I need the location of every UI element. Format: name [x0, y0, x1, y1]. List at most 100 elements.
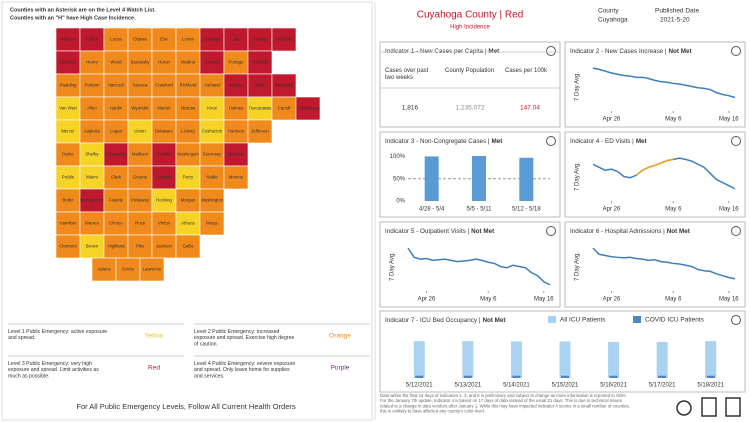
x-tick-label: 5/5 - 5/11: [467, 207, 493, 213]
county-name: Allen: [87, 106, 97, 111]
info-button[interactable]: [731, 46, 741, 56]
county-name: Preble: [62, 175, 75, 180]
info-button[interactable]: [731, 315, 741, 325]
bar: [705, 341, 717, 378]
county-name: Miami: [86, 175, 98, 180]
county-name: Tuscarawas: [248, 106, 271, 111]
county-name: Wyandot: [132, 106, 150, 111]
line: [407, 247, 551, 286]
date: 2021-5-20: [660, 17, 690, 24]
card-title: Indicator 5 - Outpatient Visits | Not Met: [385, 228, 495, 235]
info-button[interactable]: [546, 136, 556, 146]
bar: [510, 341, 522, 378]
y-tick-label: 100%: [390, 154, 406, 160]
county-name: Henry: [86, 60, 98, 65]
county-name: Marion: [157, 106, 171, 111]
info-icon[interactable]: [676, 400, 692, 416]
header-title: Cuyahoga County | Red: [417, 10, 524, 21]
county-name: Paulding: [60, 83, 77, 88]
card: [379, 41, 561, 128]
text-line: exposure and spread. Limit activities as: [8, 368, 99, 374]
text-line: much as possible.: [8, 374, 50, 380]
bar: [415, 375, 424, 378]
county-name: Cuyahoga: [202, 37, 222, 42]
county-name: Huron: [158, 60, 170, 65]
county-name: Vinton: [158, 221, 171, 226]
county: [175, 234, 201, 259]
text-line: two weeks: [385, 75, 413, 81]
text-line: this is unlikely to have affected any co…: [380, 409, 485, 414]
info-button[interactable]: [546, 46, 556, 56]
county-name: Darke: [62, 152, 74, 157]
title-text: Indicator 3 - Non-Congregate Cases |: [385, 138, 490, 145]
county-name: Athens: [181, 221, 194, 226]
png-icon[interactable]: [725, 397, 741, 417]
title-text: Indicator 2 - New Cases Increase |: [570, 48, 667, 55]
y-label: 7 Day Avg.: [575, 72, 581, 101]
bar: [472, 156, 486, 201]
county-name: Sandusky: [131, 60, 151, 65]
bar: [463, 375, 472, 378]
level-name: Red: [148, 365, 160, 372]
line: [592, 247, 736, 280]
text-line: and spread.: [8, 336, 35, 342]
x-tick-label: May 6: [665, 117, 682, 123]
county-name: Champaign: [105, 152, 128, 157]
bar: [424, 156, 439, 201]
x-tick-label: Apr 26: [603, 207, 621, 213]
card-title: Indicator 1 - New Cases per Capita | Met: [385, 48, 500, 55]
level-name: Purple: [331, 365, 350, 372]
county-name: Williams: [60, 37, 76, 42]
text-line: and services.: [194, 374, 225, 380]
status: Not Met: [471, 228, 495, 235]
county-name: Belmont: [228, 152, 245, 157]
text: Level 3 Public Emergency: very high expos…: [8, 361, 99, 379]
x-tick-label: 5/12 - 5/18: [512, 207, 541, 213]
county-name: Warren: [85, 221, 100, 226]
x-tick-label: May 6: [665, 297, 682, 303]
text: Data within the final 14 days of indicat…: [380, 393, 630, 413]
card: [564, 41, 746, 128]
county-name: Lawrence: [143, 267, 162, 272]
status: Met: [492, 138, 504, 145]
info-button[interactable]: [731, 226, 741, 236]
card-title: Indicator 7 - ICU Bed Occupancy | Not Met: [385, 317, 506, 324]
text-line: For the January 7th update, Indicator 4 …: [380, 398, 622, 403]
county-label: County: [598, 8, 619, 15]
status: Met: [488, 48, 500, 55]
county-name: Lorain: [182, 37, 195, 42]
csv-icon[interactable]: [701, 397, 717, 417]
text-line: of caution.: [194, 342, 218, 348]
card-title: Indicator 2 - New Cases Increase | Not Me…: [570, 48, 692, 55]
bar: [656, 342, 668, 378]
county-name: Morrow: [181, 106, 196, 111]
county-name: Summit: [205, 60, 220, 65]
legend-swatch: [548, 316, 556, 323]
bar: [519, 157, 534, 201]
info-button[interactable]: [546, 226, 556, 236]
county-name: Ross: [135, 221, 145, 226]
county-name: Brown: [86, 244, 99, 249]
line: [592, 67, 736, 99]
bar: [462, 341, 474, 378]
county-name: Licking: [181, 129, 195, 134]
county-name: Highland: [108, 244, 126, 249]
county: [247, 119, 273, 144]
x-tick-label: 5/16/2021: [600, 383, 627, 389]
county-name: Putnam: [85, 83, 100, 88]
county-name: Montgomery: [80, 198, 105, 203]
text-line: and spread. Only leave home for supplies: [194, 368, 290, 374]
county-name: Seneca: [133, 83, 148, 88]
bar: [706, 375, 715, 378]
legend-label: All ICU Patients: [560, 317, 606, 324]
icons[interactable]: [676, 397, 741, 417]
county-name: Logan: [110, 129, 123, 134]
county-name: Washington: [201, 198, 224, 203]
bar: [609, 375, 618, 378]
text: Cases per 100k: [505, 68, 548, 74]
bar: [658, 375, 667, 378]
note: Counties with an Asterisk are on the Lev…: [10, 7, 156, 13]
text-line: Level 3 Public Emergency: very high: [8, 361, 92, 367]
county: [199, 211, 225, 236]
info-button[interactable]: [731, 136, 741, 146]
